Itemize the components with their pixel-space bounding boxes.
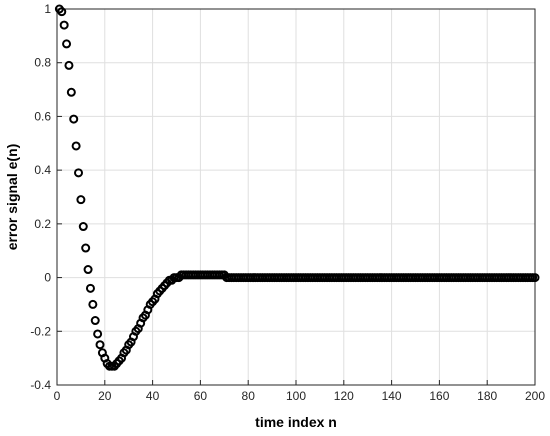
y-tick-label: 0 <box>44 271 51 285</box>
x-tick-label: 160 <box>429 389 449 403</box>
point <box>81 243 91 253</box>
y-tick-label: 0.2 <box>34 217 51 231</box>
x-tick-label: 60 <box>194 389 208 403</box>
point <box>57 7 67 17</box>
x-tick-label: 100 <box>286 389 306 403</box>
point <box>83 265 93 275</box>
x-tick-label: 40 <box>146 389 160 403</box>
point <box>93 329 103 339</box>
point <box>85 283 95 293</box>
y-tick-label: 0.6 <box>34 109 51 123</box>
point <box>69 114 79 124</box>
point <box>59 20 69 30</box>
x-tick-label: 20 <box>98 389 112 403</box>
x-tick-label: 120 <box>334 389 354 403</box>
x-axis-label: time index n <box>255 414 337 430</box>
y-tick-label: 1 <box>44 2 51 16</box>
y-tick-label: -0.2 <box>30 324 51 338</box>
point <box>74 168 84 178</box>
point <box>62 39 72 49</box>
x-tick-label: 180 <box>477 389 497 403</box>
point <box>71 141 81 151</box>
point <box>530 273 540 283</box>
x-tick-label: 0 <box>54 389 61 403</box>
point <box>76 195 86 205</box>
point <box>90 316 100 326</box>
point <box>66 87 76 97</box>
x-tick-label: 200 <box>525 389 545 403</box>
point <box>78 222 88 232</box>
point <box>64 60 74 70</box>
y-tick-label: -0.4 <box>30 378 51 392</box>
x-tick-label: 140 <box>382 389 402 403</box>
y-tick-label: 0.8 <box>34 56 51 70</box>
y-axis-label: error signal e(n) <box>4 144 20 251</box>
plot-frame <box>56 8 536 386</box>
x-tick-label: 80 <box>242 389 256 403</box>
y-tick-label: 0.4 <box>34 163 51 177</box>
point <box>95 340 105 350</box>
point <box>88 299 98 309</box>
